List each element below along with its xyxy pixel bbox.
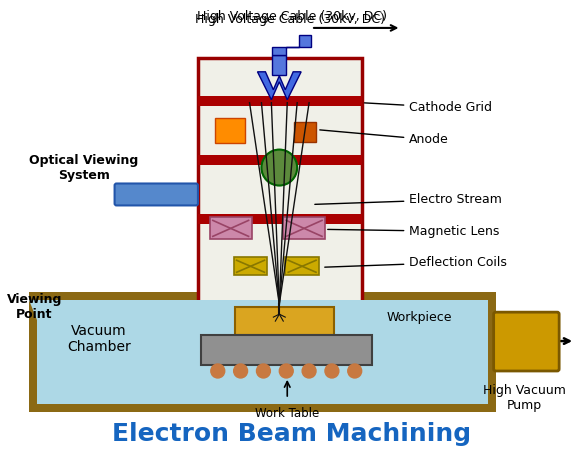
Polygon shape	[257, 72, 301, 100]
Polygon shape	[29, 300, 37, 320]
Text: Magnetic Lens: Magnetic Lens	[328, 225, 499, 238]
Text: High Voltage Cable (30kv, DC): High Voltage Cable (30kv, DC)	[197, 10, 387, 23]
Bar	[210, 217, 251, 239]
Circle shape	[261, 150, 297, 185]
Text: Workpiece: Workpiece	[387, 311, 452, 324]
Polygon shape	[272, 35, 311, 55]
Bar	[272, 55, 286, 75]
Circle shape	[348, 364, 362, 378]
Bar	[37, 300, 488, 404]
Bar	[198, 154, 362, 164]
Circle shape	[234, 364, 247, 378]
Text: Deflection Coils: Deflection Coils	[325, 256, 507, 269]
Text: Vacuum
Chamber: Vacuum Chamber	[67, 324, 131, 354]
Text: High Vacuum
Pump: High Vacuum Pump	[483, 384, 566, 412]
Text: Anode: Anode	[320, 130, 449, 146]
Text: Work Table: Work Table	[255, 407, 320, 420]
Circle shape	[325, 364, 339, 378]
Circle shape	[211, 364, 225, 378]
Bar	[294, 122, 316, 141]
FancyBboxPatch shape	[494, 312, 559, 371]
Bar	[201, 335, 372, 365]
Circle shape	[302, 364, 316, 378]
FancyBboxPatch shape	[114, 184, 198, 206]
Bar	[235, 307, 334, 335]
Text: Optical Viewing
System: Optical Viewing System	[29, 154, 139, 181]
Text: Electro Stream: Electro Stream	[315, 193, 502, 206]
Bar	[283, 217, 325, 239]
Bar	[198, 58, 362, 307]
Text: High Voltage Cable (30kv, DC): High Voltage Cable (30kv, DC)	[195, 13, 385, 26]
Bar	[286, 257, 319, 275]
Bar	[29, 292, 496, 412]
Bar	[234, 257, 268, 275]
Bar	[215, 118, 244, 143]
Text: Viewing
Point: Viewing Point	[6, 293, 62, 321]
Text: Electron Beam Machining: Electron Beam Machining	[112, 422, 471, 446]
Bar	[198, 96, 362, 106]
Circle shape	[279, 364, 293, 378]
Text: Cathode Grid: Cathode Grid	[365, 101, 492, 114]
Circle shape	[257, 364, 271, 378]
Bar	[198, 215, 362, 224]
